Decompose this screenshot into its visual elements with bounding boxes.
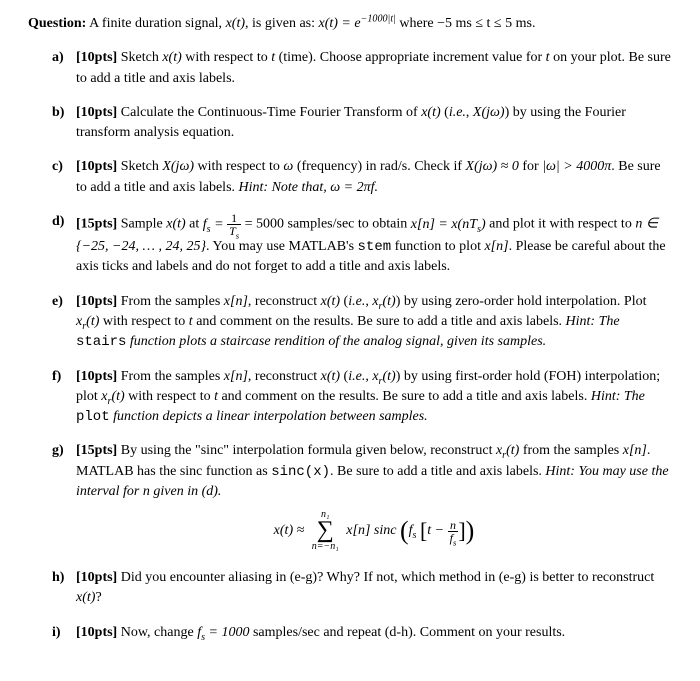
part-i-body: [10pts] Now, change fs = 1000 samples/se… [76,623,672,643]
frac-n-over-fs: nfs [448,519,459,544]
part-g-label: g) [52,441,76,553]
part-a-label: a) [52,48,76,89]
part-b-body: [10pts] Calculate the Continuous-Time Fo… [76,103,672,144]
summation: n₁ ∑ n=−n₁ [312,510,339,552]
part-b: b) [10pts] Calculate the Continuous-Time… [52,103,672,144]
part-d-label: d) [52,212,76,278]
part-i: i) [10pts] Now, change fs = 1000 samples… [52,623,672,643]
part-h-label: h) [52,568,76,609]
part-i-label: i) [52,623,76,643]
q-eq-exp: −1000|t| [361,13,396,24]
part-a: a) [10pts] Sketch x(t) with respect to t… [52,48,672,89]
q-text-2: , is given as: [245,16,319,31]
part-i-pts: [10pts] [76,625,117,640]
page: Question: A finite duration signal, x(t)… [0,0,700,681]
part-g: g) [15pts] By using the "sinc" interpola… [52,441,672,553]
q-range: −5 ms ≤ t ≤ 5 ms. [437,16,535,31]
part-d-pts: [15pts] [76,217,117,232]
question-stem: Question: A finite duration signal, x(t)… [28,14,672,34]
part-f-pts: [10pts] [76,369,117,384]
part-f: f) [10pts] From the samples x[n], recons… [52,367,672,428]
part-g-body: [15pts] By using the "sinc" interpolatio… [76,441,672,553]
part-b-pts: [10pts] [76,105,117,120]
part-c-pts: [10pts] [76,159,117,174]
parts-list: a) [10pts] Sketch x(t) with respect to t… [28,48,672,643]
q-sig: x(t) [226,16,245,31]
frac-1-over-Ts: 1Ts [227,212,241,237]
part-c-body: [10pts] Sketch X(jω) with respect to ω (… [76,157,672,198]
q-eq-lhs: x(t) = e [319,16,361,31]
part-f-label: f) [52,367,76,428]
part-c-label: c) [52,157,76,198]
part-d: d) [15pts] Sample x(t) at fs = 1Ts = 500… [52,212,672,278]
q-text-1: A finite duration signal, [86,16,225,31]
part-g-pts: [15pts] [76,443,117,458]
part-e-body: [10pts] From the samples x[n], reconstru… [76,292,672,353]
part-a-body: [10pts] Sketch x(t) with respect to t (t… [76,48,672,89]
part-d-body: [15pts] Sample x(t) at fs = 1Ts = 5000 s… [76,212,672,278]
question-label: Question: [28,16,86,31]
part-e-label: e) [52,292,76,353]
part-c: c) [10pts] Sketch X(jω) with respect to … [52,157,672,198]
part-e-pts: [10pts] [76,294,117,309]
part-b-label: b) [52,103,76,144]
part-h: h) [10pts] Did you encounter aliasing in… [52,568,672,609]
part-h-body: [10pts] Did you encounter aliasing in (e… [76,568,672,609]
part-a-pts: [10pts] [76,50,117,65]
q-text-3: where [396,16,437,31]
part-f-body: [10pts] From the samples x[n], reconstru… [76,367,672,428]
sinc-formula: x(t) ≈ n₁ ∑ n=−n₁ x[n] sinc (fs [t − nfs… [76,510,672,552]
part-e: e) [10pts] From the samples x[n], recons… [52,292,672,353]
part-h-pts: [10pts] [76,570,117,585]
